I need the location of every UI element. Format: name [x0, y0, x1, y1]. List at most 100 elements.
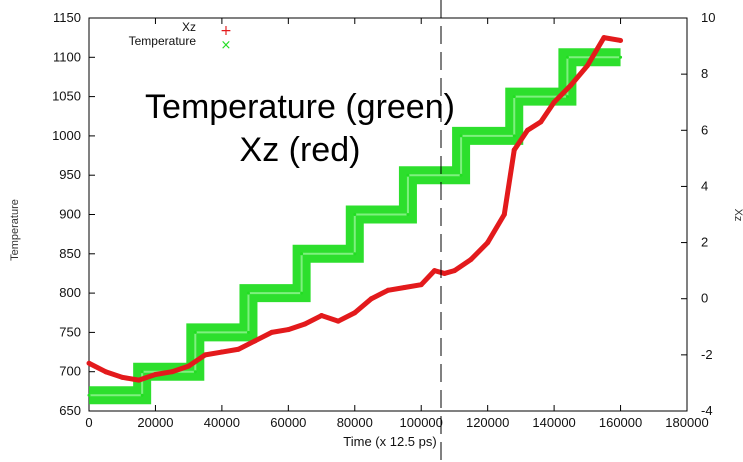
x-tick-label: 140000 — [532, 415, 575, 430]
temperature-point — [300, 291, 304, 295]
temperature-point — [300, 252, 304, 256]
xz-point — [136, 377, 142, 383]
temperature-series — [87, 48, 623, 405]
xz-point — [269, 329, 275, 335]
xz-series — [86, 35, 624, 383]
x-tick-label: 20000 — [137, 415, 173, 430]
x-axis-ticks: 0 20000 40000 60000 80000 100000 120000 140000 1… — [85, 18, 709, 430]
y-left-tick-label: 850 — [59, 246, 81, 261]
temperature-point — [353, 252, 357, 256]
temperature-point — [565, 95, 569, 99]
temperature-point — [140, 370, 144, 374]
y-left-tick-label: 800 — [59, 285, 81, 300]
temperature-point — [565, 55, 569, 59]
y-right-tick-label: 8 — [701, 66, 708, 81]
temperature-point — [619, 55, 623, 59]
xz-point — [538, 119, 544, 125]
xz-point — [511, 147, 517, 153]
y-right-tick-label: 2 — [701, 235, 708, 250]
temperature-point — [246, 291, 250, 295]
legend-marker-temperature: × — [221, 38, 232, 53]
legend-marker-xz: + — [220, 23, 232, 39]
y-axis-right-ticks: -4 -2 0 2 4 6 8 10 — [681, 10, 715, 418]
legend-label-xz: Xz — [182, 20, 196, 34]
xz-point — [385, 287, 391, 293]
x-tick-label: 60000 — [270, 415, 306, 430]
x-tick-label: 100000 — [400, 415, 443, 430]
y-axis-left-title: Temperature — [9, 199, 21, 261]
temperature-line — [89, 56, 621, 397]
y-left-tick-label: 1050 — [52, 89, 81, 104]
y-right-tick-label: -4 — [701, 403, 713, 418]
x-tick-label: 0 — [85, 415, 92, 430]
y-left-tick-label: 900 — [59, 207, 81, 222]
xz-point — [103, 369, 109, 375]
y-left-tick-label: 1100 — [53, 49, 81, 64]
y-left-tick-label: 1150 — [53, 10, 81, 25]
x-tick-label: 180000 — [665, 415, 708, 430]
y-left-tick-label: 1000 — [52, 128, 81, 143]
temperature-point — [512, 95, 516, 99]
xz-point — [202, 352, 208, 358]
temperature-point — [406, 173, 410, 177]
y-right-tick-label: 0 — [701, 291, 708, 306]
overlay-annotation-line1: Temperature (green) — [145, 88, 455, 126]
xz-point — [352, 310, 358, 316]
y-left-tick-label: 650 — [59, 403, 81, 418]
y-left-tick-label: 950 — [59, 167, 81, 182]
xz-point — [335, 318, 341, 324]
xz-point — [402, 284, 408, 290]
xz-point — [451, 268, 457, 274]
xz-point — [601, 35, 607, 41]
xz-point — [152, 372, 158, 378]
xz-point — [584, 63, 590, 69]
xz-point — [86, 360, 92, 366]
x-tick-label: 40000 — [204, 415, 240, 430]
legend: Xz + Temperature × — [129, 20, 232, 53]
xz-point — [618, 37, 624, 43]
xz-point — [551, 99, 557, 105]
xz-point — [302, 321, 308, 327]
xz-point — [432, 268, 438, 274]
y-right-tick-label: 4 — [701, 178, 708, 193]
xz-point — [468, 256, 474, 262]
y-right-tick-label: 10 — [701, 10, 715, 25]
y-right-tick-label: -2 — [701, 347, 713, 362]
overlay-annotation-line2: Xz (red) — [240, 131, 361, 169]
y-right-tick-label: 6 — [701, 122, 708, 137]
temperature-point — [193, 370, 197, 374]
xz-point — [319, 313, 325, 319]
xz-point — [568, 82, 574, 88]
xz-point — [186, 363, 192, 369]
x-tick-label: 80000 — [337, 415, 373, 430]
xz-point — [485, 240, 491, 246]
xz-point — [119, 374, 125, 380]
xz-point — [501, 212, 507, 217]
xz-point — [418, 282, 424, 288]
x-tick-label: 160000 — [599, 415, 642, 430]
temperature-point — [353, 213, 357, 216]
temperature-point — [193, 330, 197, 334]
legend-label-temperature: Temperature — [129, 34, 197, 48]
temperature-point — [459, 134, 463, 138]
xz-point — [441, 270, 447, 276]
temperature-point — [246, 330, 250, 334]
xz-point — [236, 346, 241, 352]
xz-point — [219, 349, 225, 355]
y-left-tick-label: 700 — [59, 364, 81, 379]
y-left-tick-label: 750 — [59, 324, 81, 339]
x-tick-label: 120000 — [466, 415, 509, 430]
xz-point — [169, 369, 175, 375]
temperature-point — [459, 173, 463, 177]
x-axis-title: Time (x 12.5 ps) — [343, 434, 436, 449]
y-axis-right-title: Xz — [732, 209, 743, 222]
xz-point — [525, 127, 531, 133]
temperature-point — [406, 213, 410, 216]
y-axis-left-ticks: 650 700 750 800 850 900 950 1000 1050 1100 1150 — [52, 10, 95, 418]
xz-point — [252, 338, 258, 344]
xz-point — [368, 296, 374, 302]
temperature-point — [140, 393, 144, 397]
temperature-point — [512, 134, 516, 138]
